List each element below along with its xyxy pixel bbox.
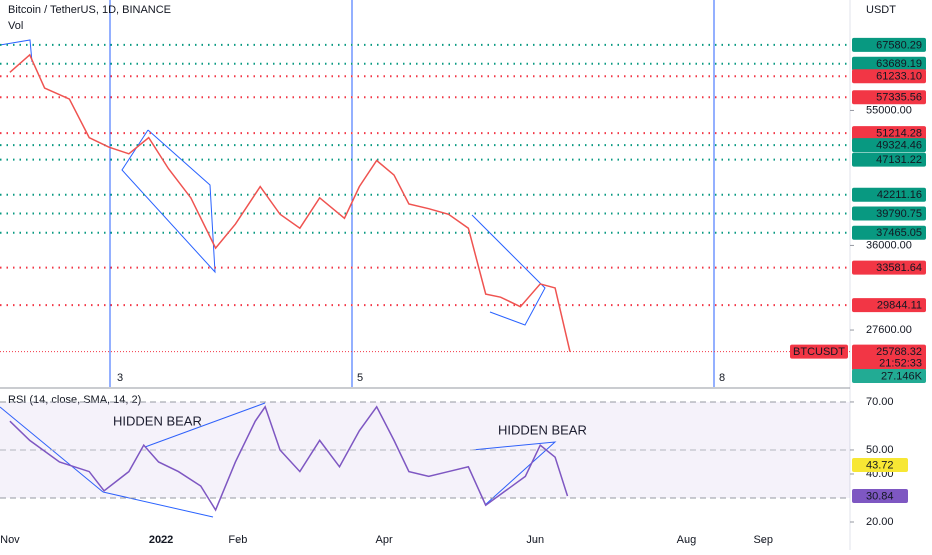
symbol-box [790, 344, 848, 359]
x-tick-label: Nov [0, 534, 20, 546]
level-label: 57335.56 [876, 92, 922, 104]
price-line [9, 405, 569, 512]
y-tick-label: 20.00 [866, 516, 894, 528]
rsi-title: RSI (14, close, SMA, 14, 2) [8, 394, 141, 406]
trend-line [121, 129, 216, 274]
last-price-label: 25788.32 [876, 346, 922, 358]
y-tick-label: 36000.00 [866, 239, 912, 251]
level-box [852, 298, 926, 313]
marker-label: 8 [719, 372, 725, 384]
level-box [852, 206, 926, 221]
trend-line [471, 214, 546, 326]
last-price-box [852, 344, 926, 371]
currency: USDT [866, 4, 896, 16]
sma-box [852, 458, 908, 473]
trend-line [0, 39, 33, 63]
volume-label: 27.146K [881, 370, 923, 382]
level-box [852, 126, 926, 141]
trend-line [144, 402, 266, 448]
symbol-label: BTCUSDT [793, 346, 845, 358]
countdown: 21:52:33 [879, 358, 922, 370]
y-tick-label: 55000.00 [866, 104, 912, 116]
x-tick-label: Aug [677, 534, 697, 546]
level-label: 67580.29 [876, 39, 922, 51]
price-line [9, 53, 571, 352]
level-box [852, 90, 926, 105]
level-label: 61233.10 [876, 71, 922, 83]
level-label: 39790.75 [876, 208, 922, 220]
y-tick-label: 50.00 [866, 444, 894, 456]
level-label: 37465.05 [876, 227, 922, 239]
trend-line [471, 441, 557, 506]
annotation: HIDDEN BEAR [498, 422, 587, 437]
annotation: HIDDEN BEAR [113, 413, 202, 428]
level-box [852, 138, 926, 153]
volume-box [852, 369, 926, 383]
x-tick-label: Jun [526, 534, 544, 546]
level-label: 51214.28 [876, 128, 922, 140]
level-label: 29844.11 [877, 300, 922, 312]
level-label: 47131.22 [876, 154, 922, 166]
level-box [852, 225, 926, 240]
volume-title: Vol [8, 20, 23, 32]
x-tick-label: Apr [376, 534, 393, 546]
y-tick-label: 70.00 [866, 396, 894, 408]
level-box [852, 260, 926, 275]
level-label: 63689.19 [876, 58, 922, 70]
level-label: 42211.16 [877, 189, 922, 201]
x-tick-label: 2022 [149, 534, 173, 546]
rsi-box [852, 488, 908, 503]
level-box [852, 152, 926, 167]
level-label: 49324.46 [876, 140, 922, 152]
x-tick-label: Sep [753, 534, 773, 546]
level-box [852, 37, 926, 52]
marker-label: 3 [117, 372, 123, 384]
y-tick-label: 27600.00 [866, 324, 912, 336]
level-box [852, 56, 926, 71]
level-box [852, 69, 926, 84]
symbol-title: Bitcoin / TetherUS, 1D, BINANCE [8, 4, 171, 16]
level-label: 33581.64 [876, 262, 922, 274]
level-box [852, 187, 926, 202]
marker-label: 5 [357, 372, 363, 384]
sma-label: 43.72 [866, 459, 894, 471]
rsi-label: 30.84 [866, 490, 894, 502]
x-tick-label: Feb [228, 534, 247, 546]
trend-line [102, 491, 214, 518]
